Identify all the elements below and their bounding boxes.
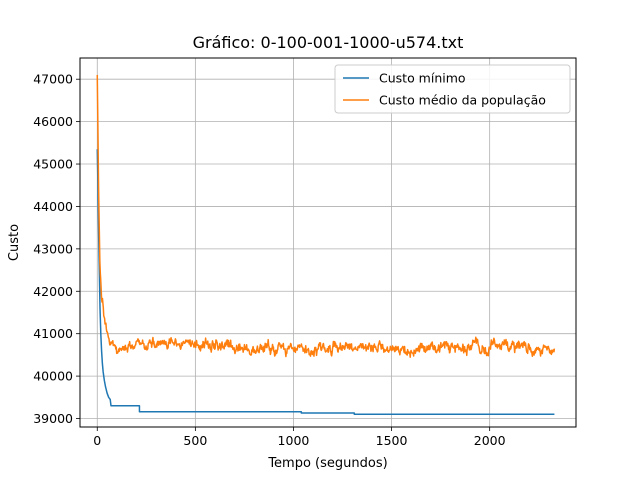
series-line-1 (96, 74, 556, 358)
y-tick-label: 44000 (33, 199, 73, 214)
y-tick-label: 46000 (33, 114, 73, 129)
series-group (96, 74, 556, 416)
x-axis-label: Tempo (segundos) (267, 456, 387, 471)
plot-frame (79, 57, 577, 428)
y-tick-label: 43000 (33, 241, 73, 256)
y-tick-label: 42000 (33, 284, 73, 299)
y-tick-label: 41000 (33, 326, 73, 341)
y-axis-label: Custo (7, 224, 22, 261)
x-tick-label: 1000 (278, 433, 310, 448)
series-line-0 (96, 149, 555, 416)
x-tick-label: 1500 (376, 433, 408, 448)
y-tick-label: 47000 (33, 72, 73, 87)
chart-title: Gráfico: 0-100-001-1000-u574.txt (193, 33, 464, 52)
y-tick-label: 39000 (33, 411, 73, 426)
y-tick-label: 40000 (33, 369, 73, 384)
legend: Custo mínimo Custo médio da população (334, 64, 571, 114)
x-tick-label: 2000 (474, 433, 506, 448)
x-tick-label: 0 (93, 433, 101, 448)
y-tick-label: 45000 (33, 157, 73, 172)
legend-label-1: Custo médio da população (379, 93, 546, 108)
grid-lines (80, 58, 576, 427)
legend-label-0: Custo mínimo (379, 71, 466, 86)
x-tick-label: 500 (183, 433, 207, 448)
legend-box (334, 64, 571, 114)
axis-ticks: 0 500 1000 1500 2000 39000 40000 41000 42000 4300… (33, 72, 505, 448)
